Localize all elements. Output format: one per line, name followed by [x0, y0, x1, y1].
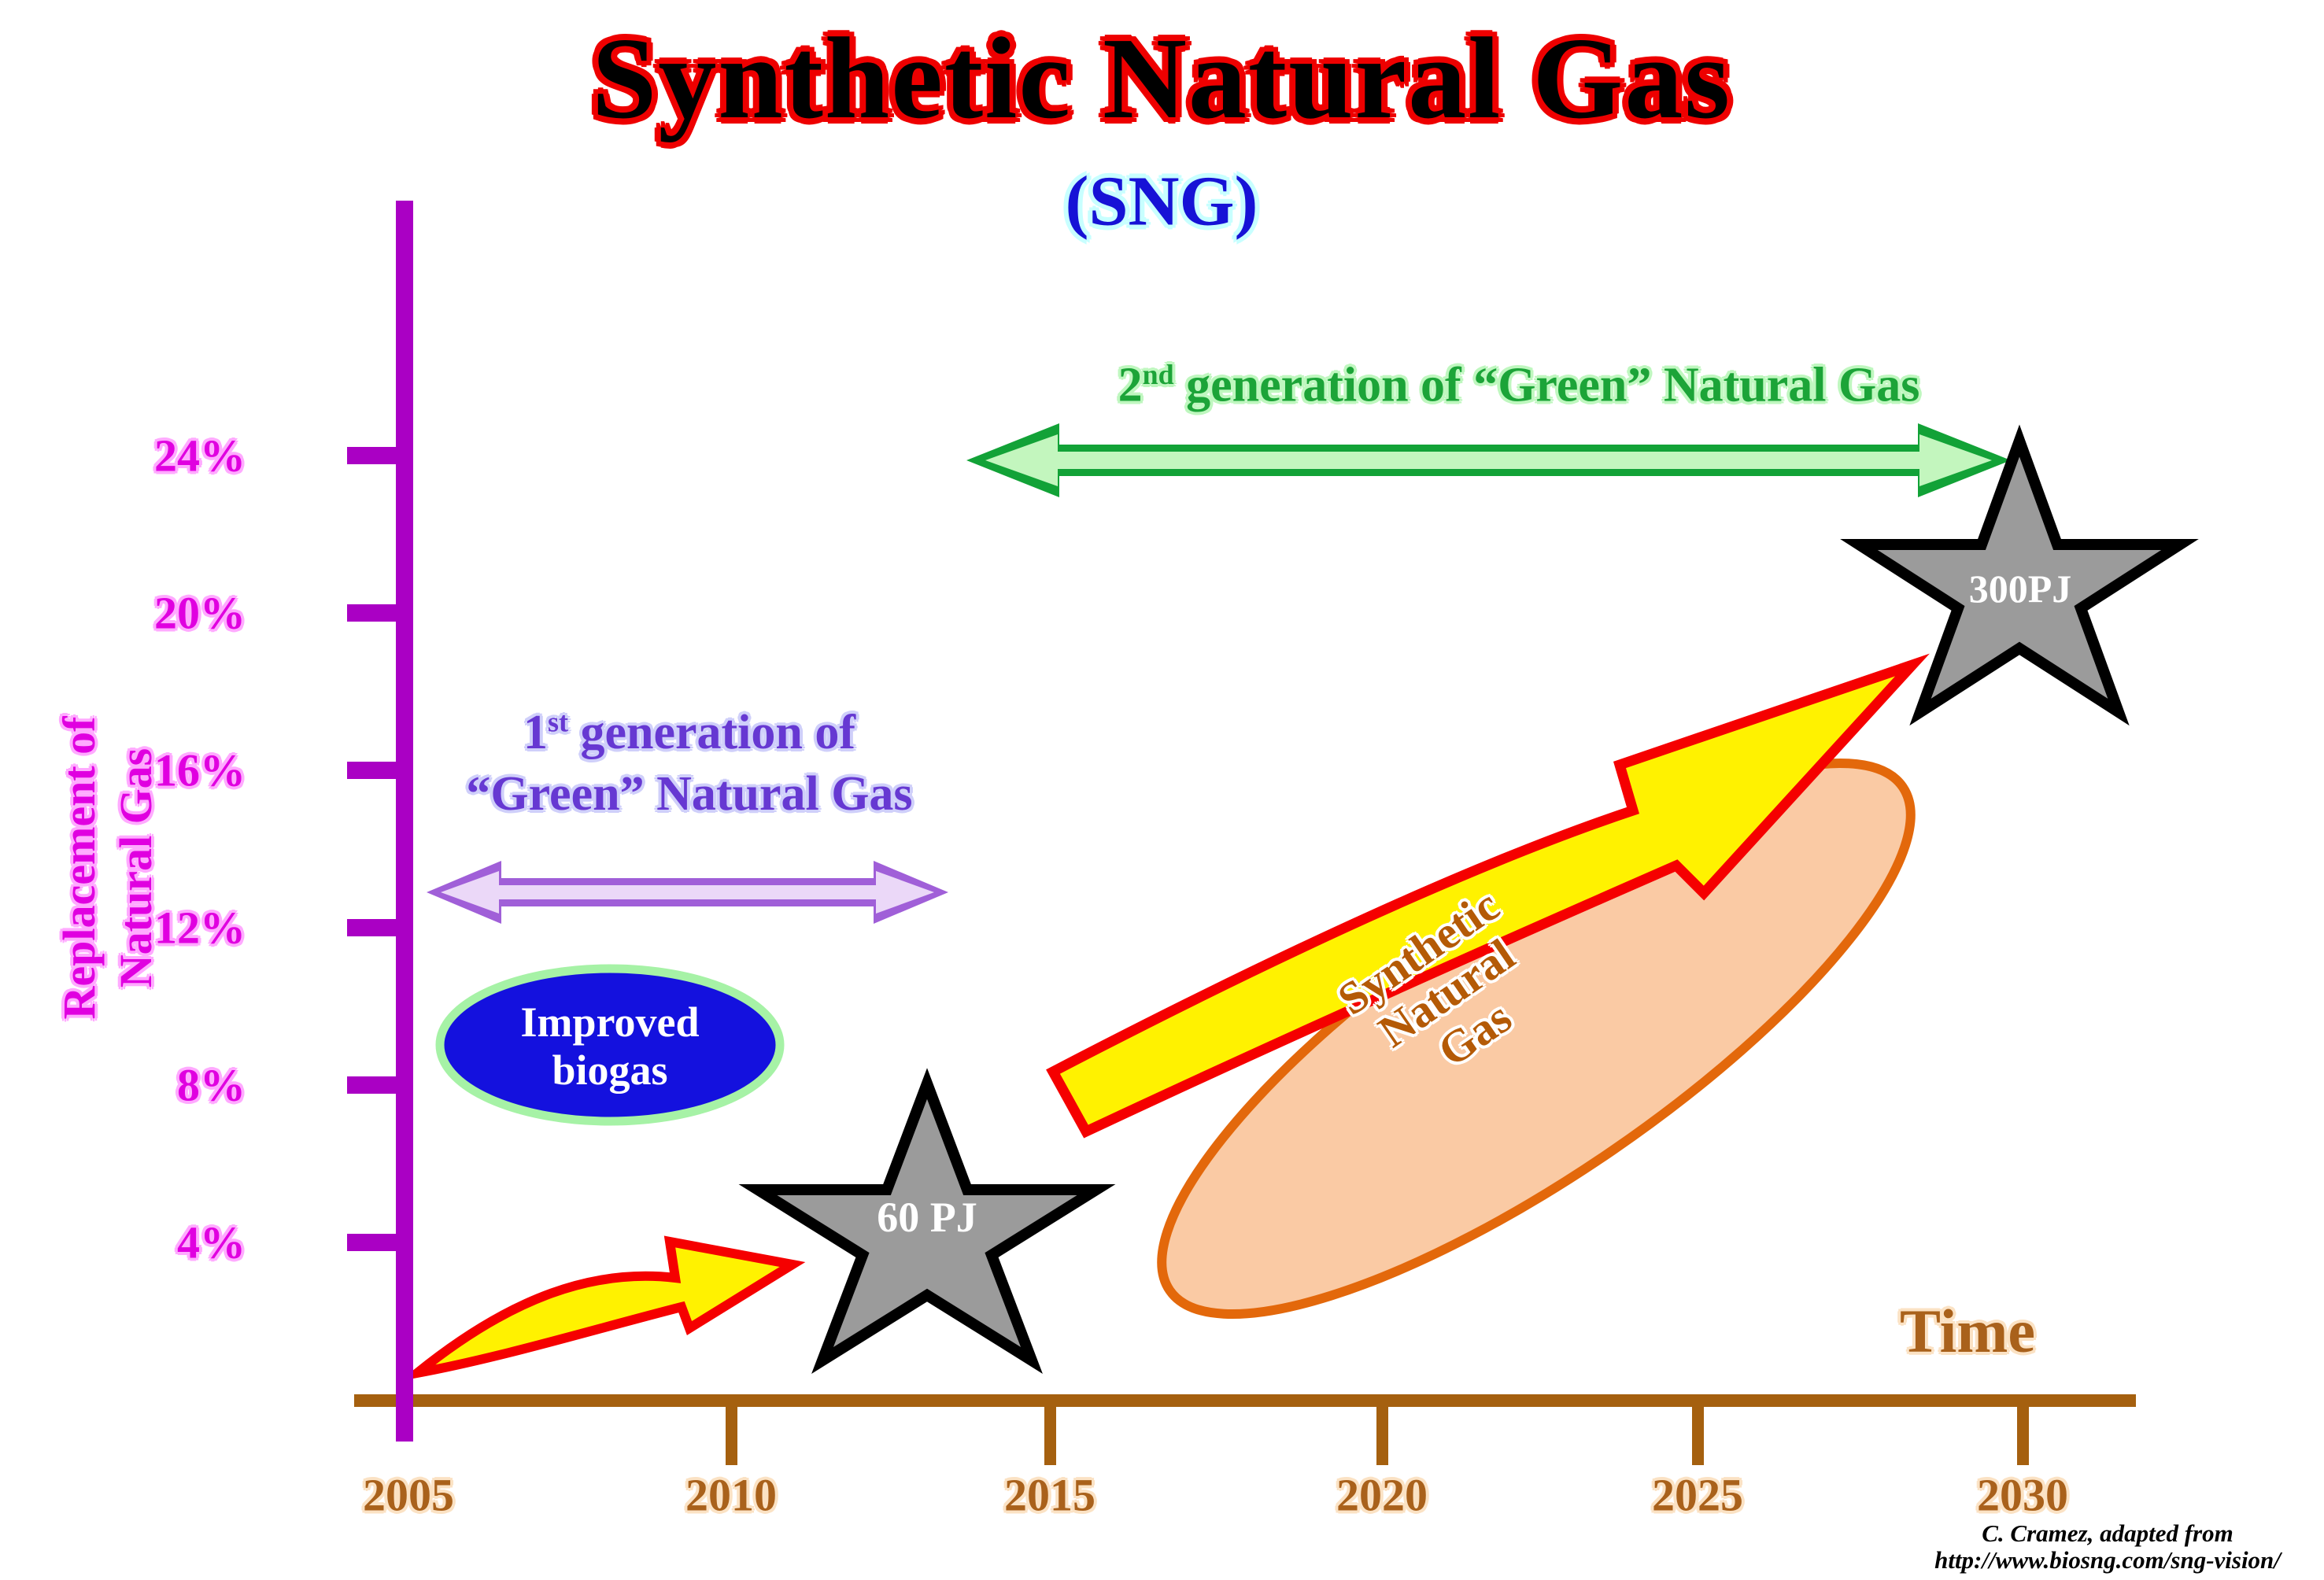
- x-tick-label-2015: 2015: [1004, 1469, 1095, 1521]
- gen1-arrow-inner: [441, 871, 934, 914]
- gen2-ordinal: nd: [1142, 358, 1174, 390]
- y-tick-label-20: 20%: [154, 587, 246, 639]
- improved-biogas-line1: Improved: [520, 999, 700, 1046]
- x-tick-label-2005: 2005: [363, 1469, 454, 1521]
- y-axis-tick-20: [347, 604, 413, 622]
- improved-biogas-ellipse: [435, 964, 785, 1126]
- y-axis-line: [396, 201, 413, 1442]
- growth-arrow-large: [1046, 653, 1930, 1139]
- x-tick-label-2020: 2020: [1336, 1469, 1428, 1521]
- y-tick-label-8: 8%: [177, 1059, 246, 1111]
- gen2-arrow-inner: [985, 434, 1992, 486]
- star-60pj-label: 60 PJ: [877, 1194, 977, 1241]
- gen1-prefix: 1: [523, 706, 548, 759]
- improved-biogas-label: Improved biogas: [520, 999, 699, 1095]
- page-title: Synthetic Natural Gas: [592, 14, 1731, 143]
- y-axis-tick-16: [347, 762, 413, 779]
- y-tick-label-24: 24%: [154, 430, 246, 482]
- attribution-line2: http://www.biosng.com/sng-vision/: [1934, 1546, 2281, 1574]
- x-axis-line: [354, 1394, 2136, 1407]
- x-axis-tick-2010: [726, 1407, 737, 1465]
- x-axis-tick-2030: [2017, 1407, 2029, 1465]
- star-60pj: [738, 1068, 1116, 1374]
- x-axis-tick-2015: [1044, 1407, 1056, 1465]
- y-axis-tick-12: [347, 919, 413, 936]
- gen1-line1: 1st generation of: [466, 702, 912, 763]
- x-tick-label-2010: 2010: [685, 1469, 777, 1521]
- x-axis-tick-2025: [1692, 1407, 1704, 1465]
- x-axis-title: Time: [1900, 1297, 2035, 1365]
- y-axis-tick-4: [347, 1234, 413, 1251]
- y-axis-tick-24: [347, 447, 413, 464]
- star-300pj: [1840, 424, 2199, 726]
- gen1-rest: generation of: [567, 706, 855, 759]
- page-subtitle: (SNG): [1065, 162, 1258, 241]
- x-axis-tick-2020: [1376, 1407, 1388, 1465]
- attribution-line1: C. Cramez, adapted from: [1982, 1519, 2233, 1547]
- x-tick-label-2030: 2030: [1977, 1469, 2068, 1521]
- gen1-ordinal: st: [547, 706, 568, 738]
- gen2-prefix: 2: [1118, 358, 1143, 412]
- gen2-rest: generation of “Green” Natural Gas: [1173, 358, 1920, 412]
- y-tick-label-4: 4%: [177, 1216, 246, 1268]
- attribution: C. Cramez, adapted from http://www.biosn…: [1934, 1520, 2281, 1574]
- gen1-line2: “Green” Natural Gas: [466, 767, 913, 821]
- improved-biogas-line2: biogas: [552, 1047, 668, 1094]
- gen1-label: 1st generation of “Green” Natural Gas: [466, 702, 912, 825]
- star-300pj-label: 300PJ: [1968, 567, 2072, 611]
- y-tick-label-16: 16%: [154, 744, 246, 796]
- y-axis-tick-8: [347, 1076, 413, 1094]
- x-tick-label-2025: 2025: [1652, 1469, 1743, 1521]
- y-tick-label-12: 12%: [154, 902, 246, 954]
- growth-arrow-small: [399, 1235, 806, 1382]
- gen2-label: 2nd generation of “Green” Natural Gas: [1118, 358, 1920, 414]
